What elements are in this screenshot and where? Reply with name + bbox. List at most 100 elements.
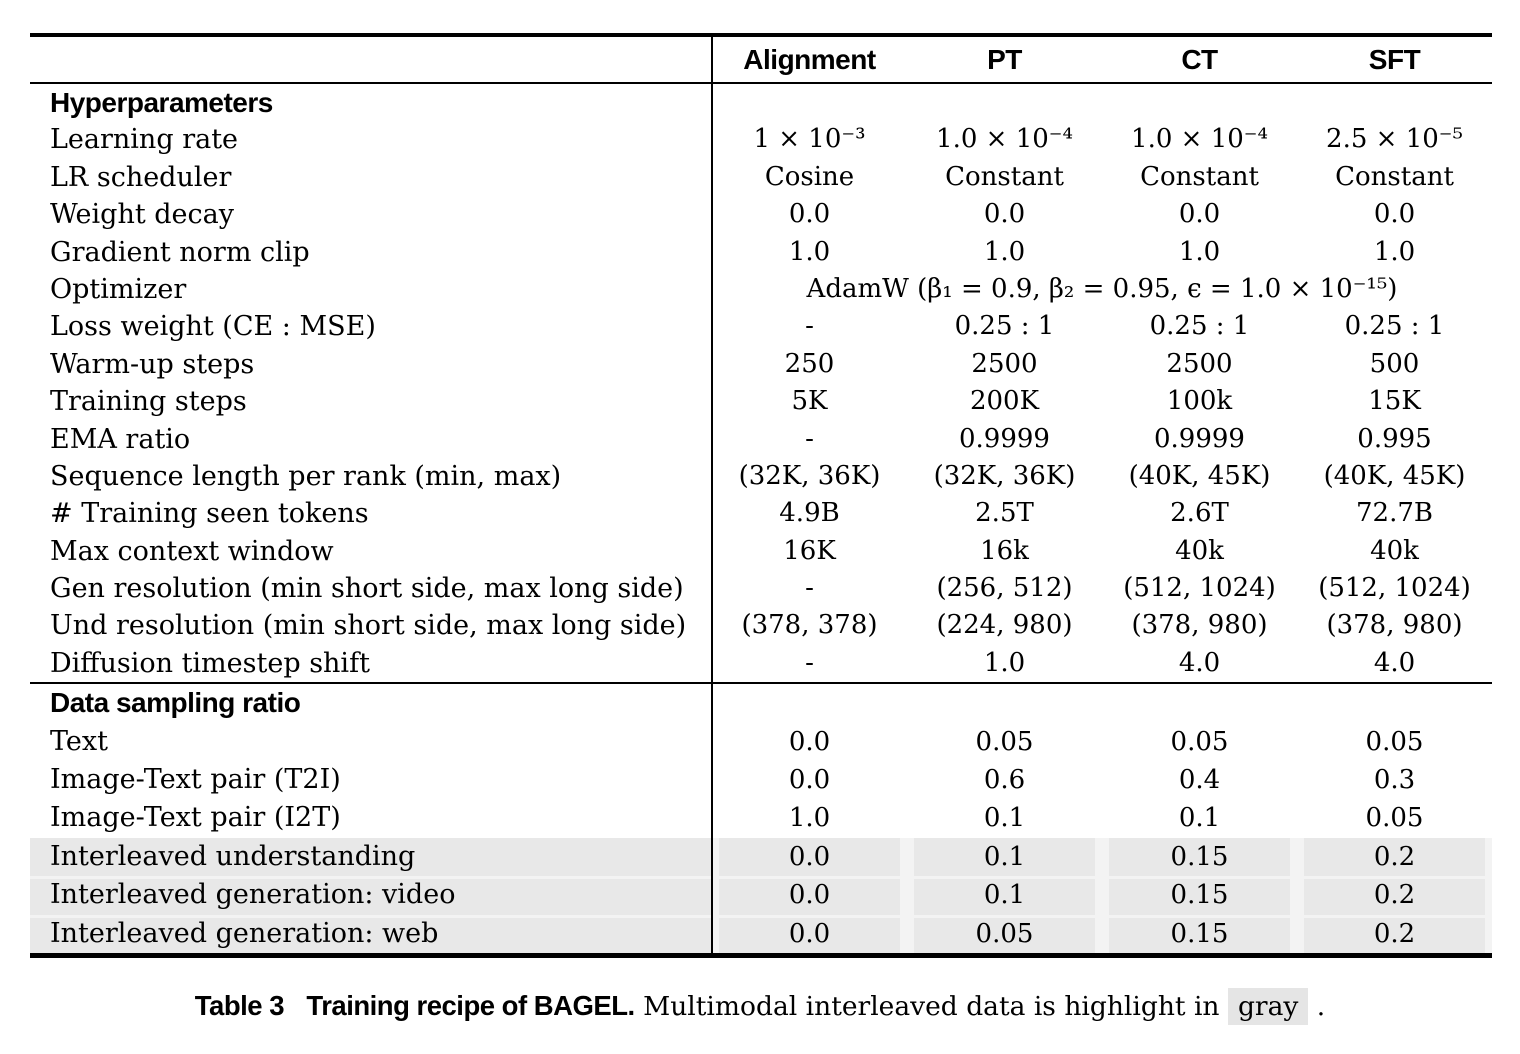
row-label: Max context window: [50, 535, 334, 567]
training-recipe-table: Alignment PT CT SFT Hyperparameters Learn…: [30, 33, 1492, 958]
column-header-alignment: Alignment: [743, 43, 876, 75]
table-header-row: Alignment PT CT SFT: [30, 37, 1492, 84]
cell-value: 2.5T: [975, 498, 1034, 529]
table-row: Sequence length per rank (min, max) (32K,…: [30, 458, 1492, 495]
cell-value: 2500: [1166, 348, 1233, 379]
cell-value: 1.0 × 10⁻⁴: [1131, 124, 1268, 155]
cell-value: 4.9B: [779, 498, 840, 529]
table-row: Training steps 5K 200K 100k 15K: [30, 383, 1492, 420]
row-label: Interleaved understanding: [30, 837, 712, 877]
cell-value: 0.05: [1365, 803, 1424, 834]
cell-value: (40K, 45K): [1128, 460, 1271, 491]
row-label: Weight decay: [50, 199, 235, 231]
cell-value: (224, 980): [936, 610, 1073, 641]
cell-value: 0.6: [983, 765, 1026, 796]
table-row: Loss weight (CE : MSE) - 0.25 : 1 0.25 : 1 0…: [30, 308, 1492, 345]
cell-value: 0.25 : 1: [1149, 311, 1250, 342]
cell-value: 0.05: [975, 726, 1034, 757]
cell-value: 4.0: [1373, 647, 1416, 678]
cell-value: 0.9999: [959, 423, 1050, 454]
column-header-ct: CT: [1181, 43, 1218, 75]
cell-value: 0.2: [1297, 837, 1492, 877]
cell-value: 250: [784, 348, 835, 379]
table-row: Gradient norm clip 1.0 1.0 1.0 1.0: [30, 234, 1492, 271]
cell-value: 1.0: [983, 236, 1026, 267]
cell-value: Cosine: [764, 161, 855, 192]
table-row: Warm-up steps 250 2500 2500 500: [30, 346, 1492, 383]
cell-value: 0.1: [1178, 803, 1221, 834]
table-row: Weight decay 0.0 0.0 0.0 0.0: [30, 196, 1492, 233]
row-label: # Training seen tokens: [50, 498, 369, 530]
cell-value: 0.4: [1178, 765, 1221, 796]
cell-value: -: [805, 423, 814, 454]
cell-value: 0.0: [788, 199, 831, 230]
section-title: Data sampling ratio: [50, 687, 301, 719]
table-row: Interleaved understanding 0.0 0.1 0.15 0.2: [30, 837, 1492, 877]
cell-value: 5K: [791, 386, 828, 417]
cell-value: Constant: [945, 161, 1064, 192]
cell-value: 0.995: [1357, 423, 1432, 454]
table-row: EMA ratio - 0.9999 0.9999 0.995: [30, 421, 1492, 458]
cell-value: 1.0 × 10⁻⁴: [936, 124, 1073, 155]
cell-value: 1.0: [1373, 236, 1416, 267]
cell-value: (256, 512): [936, 573, 1073, 604]
cell-value: 2.5 × 10⁻⁵: [1326, 124, 1463, 155]
cell-value: 16K: [783, 535, 836, 566]
cell-value: (378, 378): [741, 610, 878, 641]
cell-value: 0.0: [712, 876, 907, 915]
cell-value: 1 × 10⁻³: [753, 124, 866, 155]
section-title-row: Hyperparameters: [30, 84, 1492, 121]
table-row: Diffusion timestep shift - 1.0 4.0 4.0: [30, 645, 1492, 682]
cell-value: (512, 1024): [1123, 573, 1276, 604]
cell-value: 0.1: [907, 876, 1102, 915]
row-label: Gen resolution (min short side, max long…: [50, 573, 684, 605]
cell-value: 40k: [1175, 535, 1224, 566]
table-row: # Training seen tokens 4.9B 2.5T 2.6T 72.7B: [30, 495, 1492, 532]
table-row: Gen resolution (min short side, max long…: [30, 570, 1492, 607]
table-row: Interleaved generation: video 0.0 0.1 0.15 0…: [30, 876, 1492, 915]
table-section: Hyperparameters Learning rate 1 × 10⁻³ 1.0 …: [30, 84, 1492, 682]
cell-value: 0.1: [907, 837, 1102, 877]
cell-value: 0.0: [1178, 199, 1221, 230]
row-label: Loss weight (CE : MSE): [50, 311, 376, 343]
column-header-sft: SFT: [1368, 43, 1421, 75]
row-label: Image-Text pair (I2T): [50, 802, 341, 834]
cell-value: Constant: [1335, 161, 1454, 192]
table-section: Data sampling ratio Text 0.0 0.05 0.05 0.05 Im…: [30, 682, 1492, 953]
cell-value: 0.15: [1102, 837, 1297, 877]
cell-value: 72.7B: [1356, 498, 1433, 529]
table-body: Hyperparameters Learning rate 1 × 10⁻³ 1.0 …: [30, 84, 1492, 953]
cell-value: 0.0: [788, 726, 831, 757]
row-label: Interleaved generation: web: [30, 914, 712, 953]
cell-value: Constant: [1140, 161, 1259, 192]
cell-value: (32K, 36K): [738, 460, 881, 491]
cell-value: 4.0: [1178, 647, 1221, 678]
row-label: Optimizer: [50, 273, 187, 305]
caption-title: Training recipe of BAGEL.: [306, 990, 635, 1021]
row-label: EMA ratio: [50, 423, 191, 455]
caption-period: .: [1316, 991, 1326, 1022]
cell-value: 0.0: [788, 765, 831, 796]
cell-value: 0.0: [983, 199, 1026, 230]
row-label: Warm-up steps: [50, 348, 255, 380]
cell-value: (512, 1024): [1318, 573, 1471, 604]
cell-value: 0.0: [1373, 199, 1416, 230]
cell-value: (378, 980): [1131, 610, 1268, 641]
cell-value: 0.05: [1170, 726, 1229, 757]
row-label: Text: [50, 725, 108, 757]
cell-value: 100k: [1166, 386, 1233, 417]
column-divider: [711, 37, 713, 953]
cell-value: 0.15: [1102, 914, 1297, 953]
cell-value: 1.0: [788, 236, 831, 267]
cell-value: 2500: [971, 348, 1038, 379]
cell-value: 0.0: [712, 914, 907, 953]
table-caption: Table 3 Training recipe of BAGEL. Multim…: [0, 985, 1520, 1028]
row-label: Interleaved generation: video: [30, 876, 712, 915]
cell-value: 15K: [1368, 386, 1421, 417]
cell-value: 1.0: [983, 647, 1026, 678]
row-label: Und resolution (min short side, max long…: [50, 610, 687, 642]
table-row: Interleaved generation: web 0.0 0.05 0.15 0.…: [30, 914, 1492, 953]
table-row: Optimizer AdamW (β₁ = 0.9, β₂ = 0.95, ϵ =…: [30, 271, 1492, 308]
cell-value: 40k: [1370, 535, 1419, 566]
cell-value: 0.25 : 1: [954, 311, 1055, 342]
